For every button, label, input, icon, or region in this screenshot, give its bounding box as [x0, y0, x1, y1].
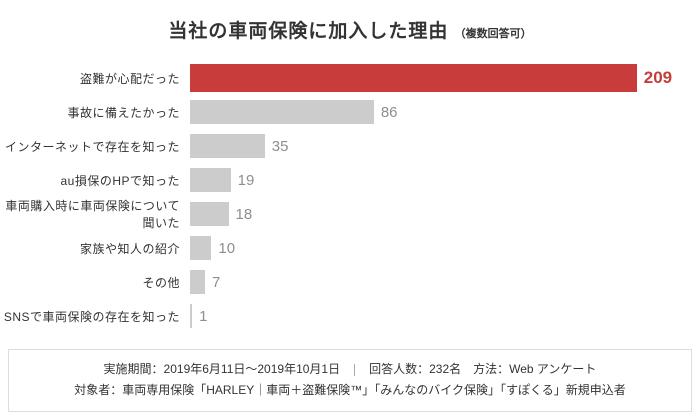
- bar-row: その他 7: [0, 265, 700, 299]
- bar-row: SNSで車両保険の存在を知った 1: [0, 299, 700, 333]
- bar-fill: [190, 270, 205, 294]
- bar-area: 1: [190, 299, 700, 333]
- bar-value: 35: [271, 137, 289, 155]
- bar-fill: [190, 236, 212, 260]
- chart-title-text: 当社の車両保険に加入した理由: [168, 21, 449, 42]
- bar-area: 19: [190, 163, 700, 197]
- bar-value: 1: [199, 307, 208, 325]
- bar-value: 19: [237, 171, 255, 189]
- bar-fill: [190, 100, 374, 124]
- survey-info-box: 実施期間：2019年6月11日〜2019年10月1日 回答人数：232名 方法：…: [8, 349, 692, 412]
- bar-row: 盗難が心配だった 209: [0, 61, 700, 95]
- bar-label: 車両購入時に車両保険について聞いた: [5, 199, 180, 230]
- bar-value: 10: [218, 239, 236, 257]
- bar-value: 209: [643, 68, 673, 87]
- survey-info-line2: 対象者：車両専用保険「HARLEY｜車両＋盗難保険™」「みんなのバイク保険」「す…: [74, 383, 626, 397]
- bar-area: 10: [190, 231, 700, 265]
- bar-area: 209: [190, 61, 700, 95]
- bar-label: 事故に備えたかった: [67, 105, 180, 120]
- bar-row: インターネットで存在を知った 35: [0, 129, 700, 163]
- bar-area: 35: [190, 129, 700, 163]
- bar-row: 家族や知人の紹介 10: [0, 231, 700, 265]
- bar-area: 7: [190, 265, 700, 299]
- bar-value: 18: [235, 205, 253, 223]
- bar-label: au損保のHPで知った: [60, 173, 180, 188]
- bar-fill: [190, 64, 637, 92]
- survey-respondents-method: 回答人数：232名 方法：Web アンケート: [369, 362, 597, 376]
- bar-label: 家族や知人の紹介: [79, 241, 180, 256]
- chart-title: 当社の車両保険に加入した理由 （複数回答可）: [0, 16, 700, 43]
- bar-area: 18: [190, 197, 700, 231]
- bar-label: SNSで車両保険の存在を知った: [3, 309, 180, 324]
- bar-fill: [190, 168, 231, 192]
- survey-info-line1: 実施期間：2019年6月11日〜2019年10月1日 回答人数：232名 方法：…: [19, 359, 681, 380]
- bar-fill: [190, 134, 265, 158]
- bar-chart: 盗難が心配だった 209 事故に備えたかった 86 インターネットで存在を知った 35 au…: [0, 57, 700, 339]
- bar-value: 7: [211, 273, 221, 291]
- bar-row: 車両購入時に車両保険について聞いた 18: [0, 197, 700, 231]
- bar-fill: [190, 202, 229, 226]
- bar-row: au損保のHPで知った 19: [0, 163, 700, 197]
- bar-fill: [190, 304, 193, 328]
- chart-title-note: （複数回答可）: [454, 28, 532, 40]
- bar-label: 盗難が心配だった: [79, 71, 180, 86]
- survey-period: 実施期間：2019年6月11日〜2019年10月1日: [103, 362, 341, 376]
- bar-label: インターネットで存在を知った: [4, 139, 180, 154]
- bar-label: その他: [142, 275, 180, 290]
- footer-divider: [354, 363, 356, 376]
- bar-area: 86: [190, 95, 700, 129]
- bar-value: 86: [380, 103, 398, 121]
- bar-row: 事故に備えたかった 86: [0, 95, 700, 129]
